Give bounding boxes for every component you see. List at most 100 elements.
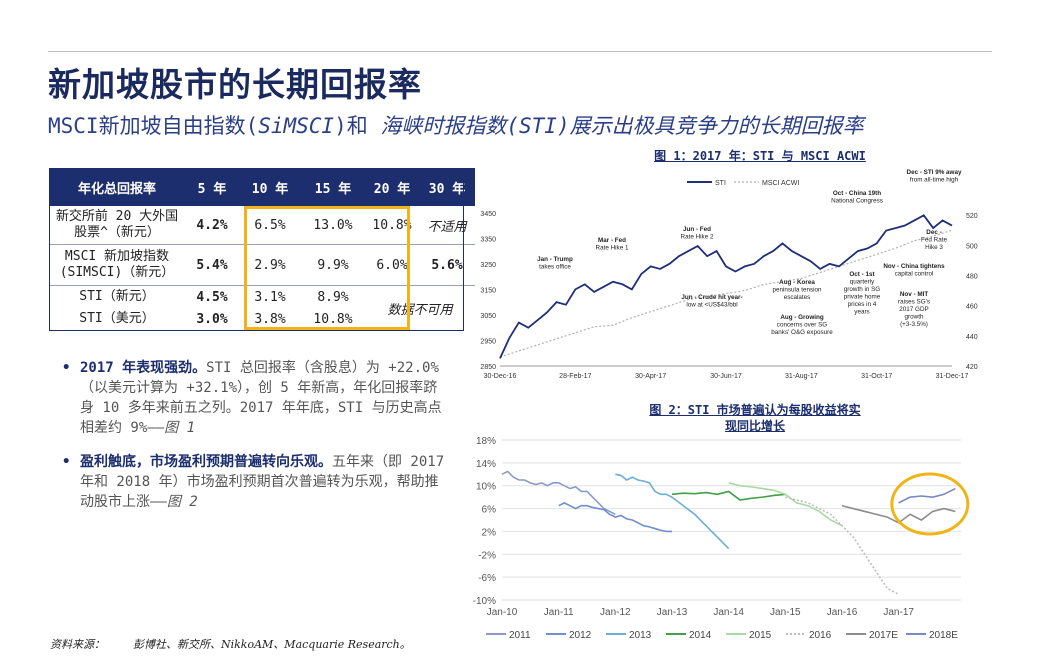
chart-annotation: Aug - Growing concerns over SG banks' O&G … bbox=[771, 314, 833, 336]
table-cell: 10.8% bbox=[365, 206, 419, 245]
annotation-line: prices in 4 bbox=[848, 301, 877, 308]
annotation-line: low at <US$43/bbl bbox=[686, 302, 737, 309]
table-cell: 3.1% bbox=[254, 289, 286, 305]
table-cell: 5.4% bbox=[185, 244, 239, 286]
figure2-title: 图 2：STI 市场普遍认为每股收益将实 现同比增长 bbox=[649, 403, 861, 433]
y-tick-right: 440 bbox=[966, 334, 978, 341]
annotation-line: Oct - 1st bbox=[849, 271, 875, 278]
table-cell: 10.8% bbox=[313, 311, 353, 327]
bullet-lead: 2017 年表现强劲。 bbox=[80, 360, 207, 376]
row-label: MSCI 新加坡指数 (SIMSCI)（新元） bbox=[49, 244, 185, 286]
chart-annotation: Oct - 1st quarterly growth in SG private ho… bbox=[844, 271, 881, 316]
bullet-item: • 盈利触底，市场盈利预期普遍转向乐观。五年来（即 2017 年和 2018 年… bbox=[62, 452, 446, 512]
table-cell: 2.9% bbox=[239, 244, 301, 286]
annotation-line: quarterly bbox=[850, 279, 875, 286]
legend-label-acwi: MSCI ACWI bbox=[762, 180, 799, 187]
annotation-line: (+3-3.5%) bbox=[900, 321, 928, 328]
annotation-line: Fed Rate bbox=[921, 237, 947, 244]
annotation-line: private home bbox=[844, 294, 881, 301]
annotation-line: capital control bbox=[895, 271, 934, 278]
table-cell: 6.5% bbox=[239, 206, 301, 245]
bullet-ref: 图 2 bbox=[166, 494, 198, 510]
y-tick-label: 14% bbox=[476, 459, 496, 470]
table-cell: 9.9% bbox=[301, 244, 365, 286]
y-tick-label: 10% bbox=[476, 482, 496, 493]
top-divider bbox=[48, 51, 992, 52]
x-tick-label: 31-Oct-17 bbox=[861, 373, 892, 380]
annotation-line: Oct - China 19th bbox=[833, 190, 881, 197]
chart-annotation: Jan - Trump takes office bbox=[537, 256, 573, 271]
table-row: STI（新元） 4.5% 3.1% 8.9% 数据不可用 bbox=[49, 286, 475, 318]
x-tick-label: 30-Dec-16 bbox=[484, 373, 517, 380]
returns-table: 年化总回报率 5 年 10 年 15 年 20 年 30 年 新交所前 20 大… bbox=[49, 168, 475, 330]
table-header: 20 年 bbox=[365, 168, 419, 206]
table-na-note: 数据不可用 bbox=[387, 302, 453, 318]
table-cell: 3.0% bbox=[196, 311, 228, 327]
annotation-line: Jun - Crude hit year- bbox=[681, 294, 742, 301]
bullet-text: STI 总回报率（含股息）为 +22.0%（以美元计算为 +32.1%），创 5… bbox=[80, 360, 442, 436]
x-tick-label: 31-Dec-17 bbox=[936, 373, 969, 380]
bullet-dot-icon: • bbox=[62, 360, 71, 376]
bullet-item: • 2017 年表现强劲。STI 总回报率（含股息）为 +22.0%（以美元计算… bbox=[62, 358, 446, 438]
table-header: 30 年 bbox=[419, 168, 475, 206]
annotation-line: peninsula tension bbox=[772, 287, 822, 294]
legend-label: 2013 bbox=[629, 630, 652, 641]
x-tick-label: Jan-17 bbox=[883, 607, 914, 618]
y-tick-label: -2% bbox=[478, 550, 496, 561]
y-tick-label: -6% bbox=[478, 573, 496, 584]
table-header-row: 年化总回报率 5 年 10 年 15 年 20 年 30 年 bbox=[49, 168, 475, 206]
chart-annotation: Nov - MIT raises SG's 2017 GDP growth (+3-3.… bbox=[898, 291, 930, 328]
source-note: 资料来源： 彭博社、新交所、NikkoAM、Macquarie Research。 bbox=[50, 638, 411, 651]
y-tick-left: 2950 bbox=[480, 338, 496, 345]
series-line-2018e bbox=[898, 487, 956, 504]
figure2-chart: -10% -6% -2% 2% 6% 10% 14% 18% Jan-10 Jan-11 Jan-1… bbox=[473, 436, 970, 641]
table-cell: 5.6% bbox=[419, 244, 475, 286]
annotation-line: Rate Hike 1 bbox=[596, 245, 629, 252]
table-header: 年化总回报率 bbox=[49, 168, 185, 206]
table-row: STI（美元） 3.0% 3.8% 10.8% bbox=[49, 308, 475, 330]
figure1-chart: 2850 2950 3050 3150 3250 3350 3450 420 440 460 480… bbox=[480, 169, 978, 380]
chart-annotation: Oct - China 19th National Congress bbox=[831, 190, 883, 205]
legend-label: 2018E bbox=[929, 630, 958, 641]
row-label: STI（新元） bbox=[79, 289, 155, 304]
table-cell: 6.0% bbox=[365, 244, 419, 286]
x-tick-label: Jan-10 bbox=[487, 607, 518, 618]
chart-annotation: Jun - Crude hit year-low at <US$43/bbl bbox=[681, 294, 742, 309]
series-line-2016 bbox=[785, 496, 900, 596]
x-tick-label: 30-Jun-17 bbox=[710, 373, 742, 380]
bullet-text: 五年来（即 2017 年和 2018 年）市场盈利预期首次普遍转为乐观，帮助推动… bbox=[80, 454, 445, 510]
annotation-line: concerns over SG bbox=[777, 322, 827, 329]
table-row: MSCI 新加坡指数 (SIMSCI)（新元） 5.4% 2.9% 9.9% 6.… bbox=[49, 244, 475, 286]
x-tick-label: 31-Aug-17 bbox=[785, 373, 818, 380]
series-line-2012 bbox=[558, 501, 672, 533]
legend-label: 2011 bbox=[509, 630, 531, 641]
annotation-line: Hike 3 bbox=[925, 244, 943, 251]
annotation-line: Dec - bbox=[926, 229, 941, 236]
y-tick-label: 18% bbox=[476, 436, 496, 447]
annotation-line: Dec - STI 9% away bbox=[907, 169, 962, 176]
annotation-line: 2017 GDP bbox=[899, 306, 928, 313]
page-subtitle: MSCI新加坡自由指数(SiMSCI)和 海峡时报指数(STI)展示出极具竞争力… bbox=[48, 114, 864, 138]
chart-annotation: Aug - Korea peninsula tension escalates bbox=[772, 279, 822, 301]
chart-annotation: Jun - Fed Rate Hike 2 bbox=[681, 226, 714, 241]
bullet-list: • 2017 年表现强劲。STI 总回报率（含股息）为 +22.0%（以美元计算… bbox=[62, 358, 446, 526]
row-label: STI（美元） bbox=[79, 311, 155, 326]
table-cell: 4.5% bbox=[196, 289, 228, 305]
legend-label: 2012 bbox=[569, 630, 592, 641]
x-tick-label: Jan-13 bbox=[657, 607, 688, 618]
y-tick-right: 420 bbox=[966, 364, 978, 371]
bullet-ref: 图 1 bbox=[164, 420, 196, 436]
y-tick-right: 480 bbox=[966, 273, 978, 280]
legend-label-sti: STI bbox=[715, 180, 726, 187]
table-header: 10 年 bbox=[239, 168, 301, 206]
table-cell: 13.0% bbox=[301, 206, 365, 245]
x-tick-label: 30-Apr-17 bbox=[635, 373, 666, 380]
y-tick-left: 3350 bbox=[480, 236, 496, 243]
y-tick-right: 500 bbox=[966, 243, 978, 250]
table-cell: 3.8% bbox=[254, 311, 286, 327]
chart-annotation: Nov - China tightens capital control bbox=[883, 263, 945, 278]
table-header: 15 年 bbox=[301, 168, 365, 206]
table-cell: 8.9% bbox=[317, 289, 349, 305]
legend-label: 2016 bbox=[809, 630, 832, 641]
annotation-line: raises SG's bbox=[898, 299, 930, 306]
